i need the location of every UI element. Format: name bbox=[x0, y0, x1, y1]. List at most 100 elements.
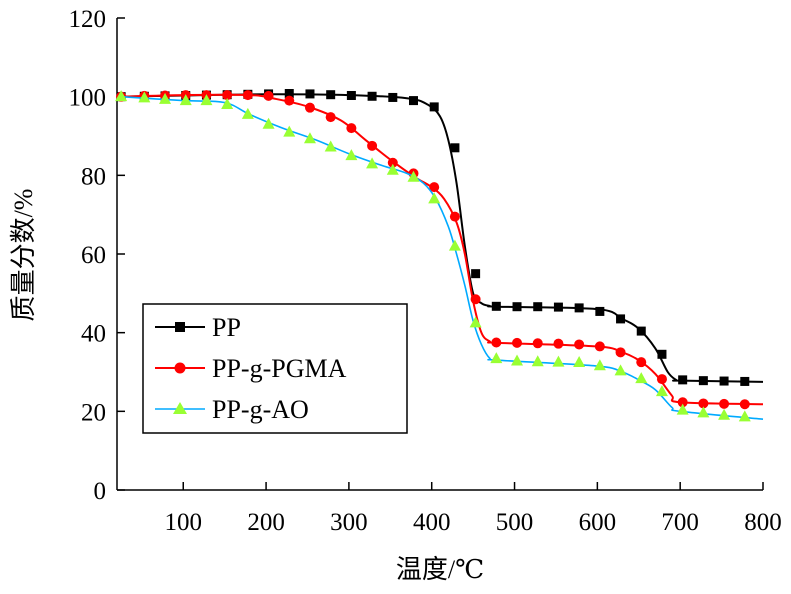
data-point-pp bbox=[678, 375, 688, 385]
data-point-pp bbox=[367, 91, 377, 101]
data-point-pp-g-pgma bbox=[512, 337, 523, 348]
data-point-pp-g-ao bbox=[262, 117, 275, 129]
y-tick-label: 60 bbox=[81, 242, 106, 269]
y-tick-label: 0 bbox=[94, 478, 107, 505]
x-tick-label: 100 bbox=[165, 509, 203, 536]
data-point-pp bbox=[326, 90, 336, 100]
data-point-pp-g-ao bbox=[179, 94, 192, 106]
data-point-pp-g-pgma bbox=[263, 90, 274, 101]
data-point-pp-g-ao bbox=[593, 359, 606, 371]
x-tick-label: 200 bbox=[247, 509, 285, 536]
data-point-pp-g-pgma bbox=[346, 123, 357, 134]
data-point-pp bbox=[533, 302, 543, 312]
data-point-pp-g-ao bbox=[738, 410, 751, 422]
series-pp-g-pgma bbox=[116, 90, 764, 410]
data-point-pp-g-ao bbox=[490, 352, 503, 364]
data-point-pp-g-ao bbox=[345, 149, 358, 161]
y-tick-label: 20 bbox=[81, 399, 106, 426]
data-point-pp bbox=[698, 376, 708, 386]
data-point-pp-g-pgma bbox=[636, 357, 647, 368]
legend-label-pp-g-ao: PP-g-AO bbox=[212, 395, 309, 424]
y-tick-label: 100 bbox=[69, 85, 107, 112]
data-point-pp-g-ao bbox=[366, 157, 379, 169]
data-point-pp-g-pgma bbox=[677, 397, 688, 408]
data-point-pp-g-ao bbox=[614, 364, 627, 376]
data-point-pp bbox=[719, 376, 729, 386]
legend-label-pp-g-pgma: PP-g-PGMA bbox=[212, 354, 347, 383]
data-point-pp-g-pgma bbox=[698, 398, 709, 409]
data-point-pp bbox=[305, 89, 315, 99]
data-point-pp-g-pgma bbox=[553, 338, 564, 349]
data-point-pp-g-ao bbox=[635, 372, 648, 384]
data-point-pp-g-pgma bbox=[367, 140, 378, 151]
data-point-pp-g-pgma bbox=[304, 102, 315, 113]
data-point-pp bbox=[429, 102, 439, 112]
data-point-pp bbox=[408, 96, 418, 106]
data-point-pp bbox=[657, 349, 667, 359]
data-point-pp bbox=[574, 303, 584, 313]
data-point-pp-g-ao bbox=[676, 403, 689, 415]
data-point-pp-g-ao bbox=[511, 354, 524, 366]
data-point-pp bbox=[740, 376, 750, 386]
data-point-pp-g-pgma bbox=[242, 90, 253, 101]
legend-item-pp-g-ao: PP-g-AO bbox=[155, 395, 309, 424]
data-point-pp-g-pgma bbox=[222, 90, 233, 101]
data-point-pp-g-pgma bbox=[739, 399, 750, 410]
data-point-pp bbox=[450, 143, 460, 153]
y-tick-label: 40 bbox=[81, 321, 106, 348]
data-point-pp bbox=[553, 302, 563, 312]
data-point-pp bbox=[636, 326, 646, 336]
y-tick-label: 120 bbox=[69, 6, 107, 33]
legend-marker-pp-g-ao bbox=[173, 402, 187, 414]
legend-marker-pp-g-pgma bbox=[174, 362, 186, 374]
data-point-pp-g-ao bbox=[386, 163, 399, 175]
x-tick-label: 700 bbox=[661, 509, 699, 536]
data-point-pp-g-pgma bbox=[574, 339, 585, 350]
data-point-pp-g-ao bbox=[324, 140, 337, 152]
x-axis-title: 温度/℃ bbox=[396, 555, 484, 584]
data-point-pp bbox=[595, 306, 605, 316]
data-point-pp-g-pgma bbox=[449, 211, 460, 222]
data-point-pp-g-ao bbox=[159, 92, 172, 104]
data-point-pp-g-ao bbox=[469, 316, 482, 328]
data-point-pp-g-ao bbox=[283, 125, 296, 137]
series-pp-g-ao bbox=[115, 90, 764, 422]
data-point-pp bbox=[512, 302, 522, 312]
legend-marker-pp bbox=[175, 322, 185, 332]
y-axis-title: 质量分数/% bbox=[9, 189, 38, 322]
data-point-pp-g-ao bbox=[200, 94, 213, 106]
data-point-pp-g-ao bbox=[697, 406, 710, 418]
x-tick-label: 800 bbox=[744, 509, 782, 536]
data-point-pp bbox=[388, 92, 398, 102]
data-point-pp-g-pgma bbox=[615, 347, 626, 358]
data-point-pp-g-ao bbox=[241, 107, 254, 119]
data-point-pp-g-pgma bbox=[284, 95, 295, 106]
y-tick-label: 80 bbox=[81, 163, 106, 190]
data-point-pp bbox=[491, 301, 501, 311]
data-point-pp-g-pgma bbox=[719, 398, 730, 409]
data-point-pp-g-pgma bbox=[491, 337, 502, 348]
data-point-pp-g-ao bbox=[221, 98, 234, 110]
data-point-pp-g-pgma bbox=[325, 112, 336, 123]
data-point-pp bbox=[471, 269, 481, 279]
data-point-pp-g-ao bbox=[552, 355, 565, 367]
data-point-pp bbox=[284, 89, 294, 99]
data-point-pp-g-pgma bbox=[532, 338, 543, 349]
data-point-pp-g-ao bbox=[655, 385, 668, 397]
data-point-pp bbox=[346, 90, 356, 100]
data-point-pp-g-ao bbox=[718, 408, 731, 420]
legend-item-pp: PP bbox=[155, 313, 241, 342]
data-point-pp-g-pgma bbox=[656, 374, 667, 385]
data-point-pp-g-ao bbox=[448, 239, 461, 251]
series-layer bbox=[115, 89, 764, 422]
legend-label-pp: PP bbox=[212, 313, 241, 342]
data-point-pp-g-pgma bbox=[470, 294, 481, 305]
data-point-pp bbox=[616, 314, 626, 324]
x-tick-label: 600 bbox=[579, 509, 617, 536]
x-tick-label: 300 bbox=[330, 509, 368, 536]
data-point-pp-g-pgma bbox=[387, 157, 398, 168]
data-point-pp-g-ao bbox=[138, 91, 151, 103]
data-point-pp-g-ao bbox=[303, 132, 316, 144]
